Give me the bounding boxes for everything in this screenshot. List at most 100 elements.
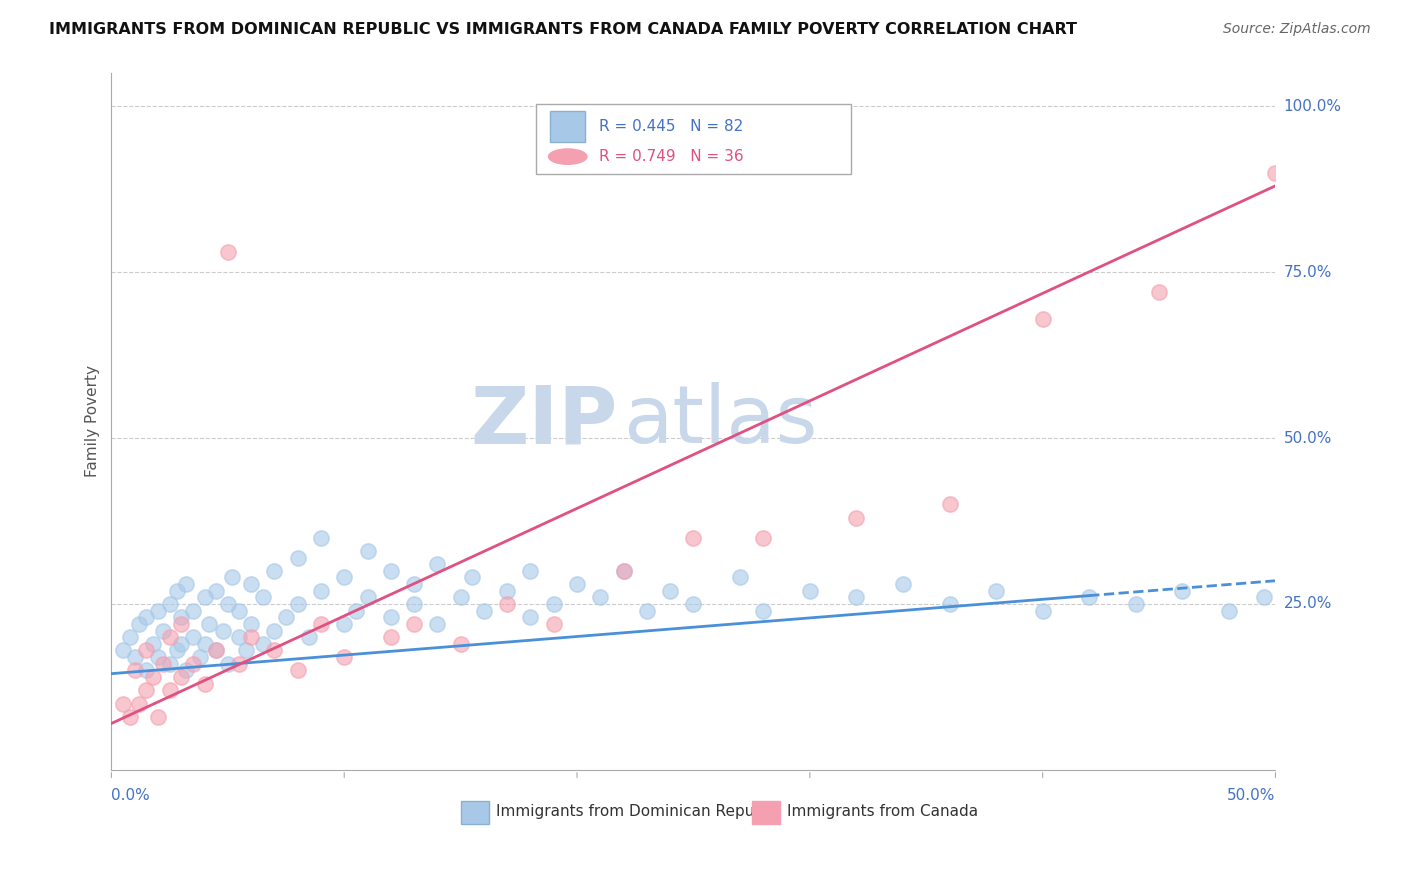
Bar bbox=[461, 801, 488, 824]
Point bbox=[682, 597, 704, 611]
Point bbox=[181, 604, 204, 618]
Point bbox=[356, 591, 378, 605]
Point bbox=[181, 657, 204, 671]
Point bbox=[228, 657, 250, 671]
Point bbox=[124, 664, 146, 678]
Point bbox=[193, 591, 215, 605]
Point bbox=[124, 650, 146, 665]
Point bbox=[112, 643, 135, 657]
Point bbox=[565, 577, 588, 591]
Point bbox=[845, 510, 868, 524]
Point bbox=[188, 650, 211, 665]
Point bbox=[170, 670, 193, 684]
Point bbox=[159, 683, 181, 698]
Point bbox=[752, 604, 775, 618]
Point bbox=[112, 697, 135, 711]
Point bbox=[543, 616, 565, 631]
Point bbox=[159, 630, 181, 644]
Point bbox=[252, 591, 274, 605]
Point bbox=[333, 570, 356, 584]
Bar bbox=[752, 801, 779, 824]
Ellipse shape bbox=[548, 149, 586, 164]
Point bbox=[1147, 285, 1170, 299]
Y-axis label: Family Poverty: Family Poverty bbox=[86, 366, 100, 477]
Point bbox=[496, 583, 519, 598]
Point bbox=[240, 616, 263, 631]
Point bbox=[519, 564, 541, 578]
Point bbox=[118, 710, 141, 724]
Point bbox=[891, 577, 914, 591]
Text: 50.0%: 50.0% bbox=[1227, 789, 1275, 804]
Point bbox=[402, 577, 425, 591]
Point bbox=[198, 616, 221, 631]
Point bbox=[170, 610, 193, 624]
Point bbox=[659, 583, 682, 598]
Point bbox=[938, 497, 960, 511]
Text: atlas: atlas bbox=[624, 383, 818, 460]
Point bbox=[380, 630, 402, 644]
Text: 50.0%: 50.0% bbox=[1284, 431, 1331, 445]
Point bbox=[344, 604, 367, 618]
Point bbox=[221, 570, 243, 584]
Point bbox=[333, 616, 356, 631]
Point bbox=[142, 670, 165, 684]
Point bbox=[589, 591, 612, 605]
Point bbox=[1032, 311, 1054, 326]
Point bbox=[356, 544, 378, 558]
Point bbox=[181, 630, 204, 644]
Point bbox=[450, 637, 472, 651]
Point bbox=[128, 616, 150, 631]
Point bbox=[1078, 591, 1101, 605]
Point bbox=[613, 564, 636, 578]
Text: R = 0.749   N = 36: R = 0.749 N = 36 bbox=[599, 149, 744, 164]
Text: Source: ZipAtlas.com: Source: ZipAtlas.com bbox=[1223, 22, 1371, 37]
Text: 25.0%: 25.0% bbox=[1284, 597, 1331, 612]
Point bbox=[159, 597, 181, 611]
Point bbox=[174, 664, 197, 678]
Point bbox=[309, 583, 332, 598]
Text: 75.0%: 75.0% bbox=[1284, 265, 1331, 279]
Point bbox=[845, 591, 868, 605]
Point bbox=[212, 624, 235, 638]
Point bbox=[682, 531, 704, 545]
Point bbox=[135, 610, 157, 624]
Point bbox=[128, 697, 150, 711]
Text: Immigrants from Canada: Immigrants from Canada bbox=[786, 805, 977, 819]
Point bbox=[450, 591, 472, 605]
Point bbox=[217, 245, 239, 260]
Point bbox=[240, 630, 263, 644]
Point bbox=[174, 577, 197, 591]
Text: R = 0.445   N = 82: R = 0.445 N = 82 bbox=[599, 120, 744, 134]
Point bbox=[274, 610, 297, 624]
Point bbox=[938, 597, 960, 611]
Point bbox=[146, 604, 169, 618]
Text: IMMIGRANTS FROM DOMINICAN REPUBLIC VS IMMIGRANTS FROM CANADA FAMILY POVERTY CORR: IMMIGRANTS FROM DOMINICAN REPUBLIC VS IM… bbox=[49, 22, 1077, 37]
Point bbox=[252, 637, 274, 651]
Point bbox=[159, 657, 181, 671]
Point bbox=[146, 650, 169, 665]
Point bbox=[1264, 165, 1286, 179]
Point bbox=[205, 583, 228, 598]
Point bbox=[228, 604, 250, 618]
Point bbox=[426, 616, 449, 631]
Point bbox=[135, 664, 157, 678]
Point bbox=[472, 604, 495, 618]
Point bbox=[142, 637, 165, 651]
Point bbox=[1218, 604, 1240, 618]
Point bbox=[636, 604, 658, 618]
Text: Immigrants from Dominican Republic: Immigrants from Dominican Republic bbox=[495, 805, 780, 819]
Point bbox=[235, 643, 257, 657]
Point bbox=[1125, 597, 1147, 611]
Point bbox=[217, 597, 239, 611]
Point bbox=[146, 710, 169, 724]
Point bbox=[152, 657, 174, 671]
Point bbox=[170, 637, 193, 651]
Point bbox=[461, 570, 484, 584]
Point bbox=[217, 657, 239, 671]
Point bbox=[984, 583, 1007, 598]
Point bbox=[799, 583, 821, 598]
Text: ZIP: ZIP bbox=[471, 383, 617, 460]
Point bbox=[519, 610, 541, 624]
Point bbox=[118, 630, 141, 644]
Point bbox=[543, 597, 565, 611]
